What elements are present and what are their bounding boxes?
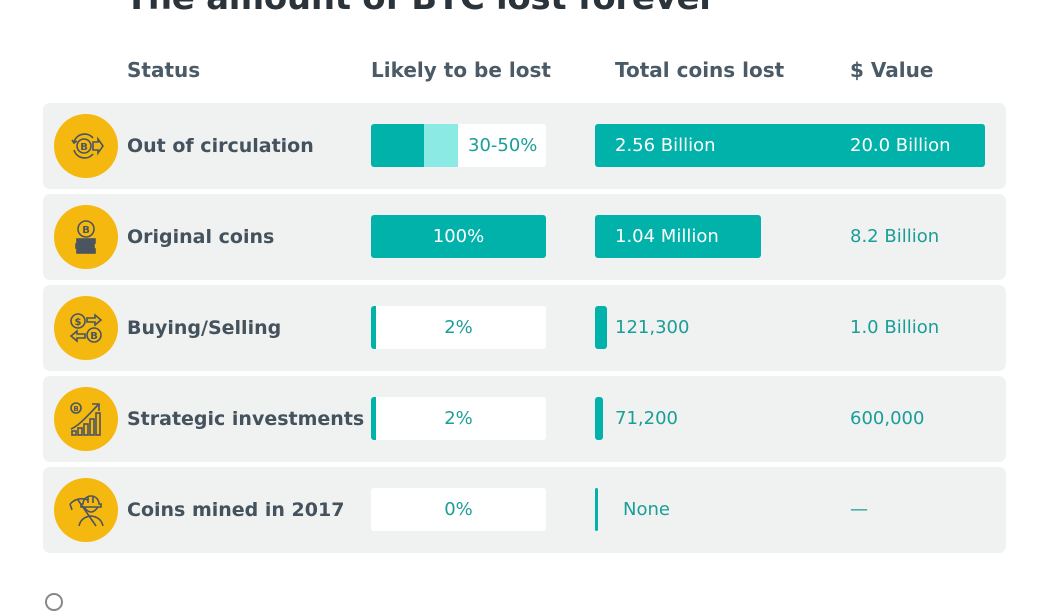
total-value: 71,200: [615, 408, 678, 429]
table-row: B Out of circulation 30-50% 2.56 Billion…: [43, 103, 1006, 189]
header-value: $ Value: [850, 58, 934, 82]
bitcoin-circulation-icon: B: [54, 114, 118, 178]
total-bar: [595, 488, 598, 531]
growth-chart-icon: B: [54, 387, 118, 451]
likely-value: 0%: [444, 499, 473, 520]
total-value: 121,300: [615, 317, 690, 338]
exchange-icon: $ B: [54, 296, 118, 360]
table-row: B Original coins 100% 1.04 Million 8.2 B…: [43, 194, 1006, 280]
chart-title: The amount of BTC lost forever: [125, 0, 716, 18]
svg-text:B: B: [80, 142, 88, 153]
likely-bar-fill: [371, 306, 376, 349]
likely-value: 2%: [444, 408, 473, 429]
likely-bar-fill: [371, 215, 546, 258]
likely-value: 100%: [432, 226, 485, 247]
row-status-label: Coins mined in 2017: [127, 499, 345, 521]
likely-value: 2%: [444, 317, 473, 338]
total-value: 1.04 Million: [615, 226, 719, 247]
likely-value: 30-50%: [468, 135, 538, 156]
likely-bar: 2%: [371, 397, 546, 440]
svg-text:$: $: [75, 317, 82, 328]
total-bar: [595, 215, 761, 258]
likely-bar-fill: [371, 124, 424, 167]
likely-bar: 100%: [371, 215, 546, 258]
table-row: $ B Buying/Selling 2% 121,300 1.0 Billio…: [43, 285, 1006, 371]
table-row: Coins mined in 2017 0% None —: [43, 467, 1006, 553]
row-status-label: Buying/Selling: [127, 317, 282, 339]
total-bar: [595, 306, 607, 349]
total-bar: [595, 124, 985, 167]
total-value: 2.56 Billion: [615, 135, 716, 156]
likely-bar: 0%: [371, 488, 546, 531]
dollar-value: 1.0 Billion: [850, 317, 940, 338]
table-row: B Strategic investments 2% 71,200 600,00…: [43, 376, 1006, 462]
header-total: Total coins lost: [615, 58, 785, 82]
row-status-label: Original coins: [127, 226, 275, 248]
miner-icon: [54, 478, 118, 542]
likely-bar-fill: [371, 397, 376, 440]
row-status-label: Out of circulation: [127, 135, 314, 157]
total-bar: [595, 397, 603, 440]
row-status-label: Strategic investments: [127, 408, 365, 430]
svg-text:B: B: [90, 331, 98, 342]
svg-text:B: B: [82, 225, 90, 236]
likely-bar: 2%: [371, 306, 546, 349]
likely-bar-range: [424, 124, 458, 167]
header-status: Status: [127, 58, 201, 82]
dollar-value: 600,000: [850, 408, 925, 429]
dollar-value: —: [850, 499, 868, 520]
likely-bar: 30-50%: [371, 124, 546, 167]
total-value: None: [623, 499, 670, 520]
dollar-value: 20.0 Billion: [850, 135, 951, 156]
dollar-value: 8.2 Billion: [850, 226, 940, 247]
header-likely: Likely to be lost: [371, 58, 551, 82]
bitcoin-stack-icon: B: [54, 205, 118, 269]
logo-icon: [45, 593, 63, 611]
svg-text:B: B: [73, 405, 78, 413]
